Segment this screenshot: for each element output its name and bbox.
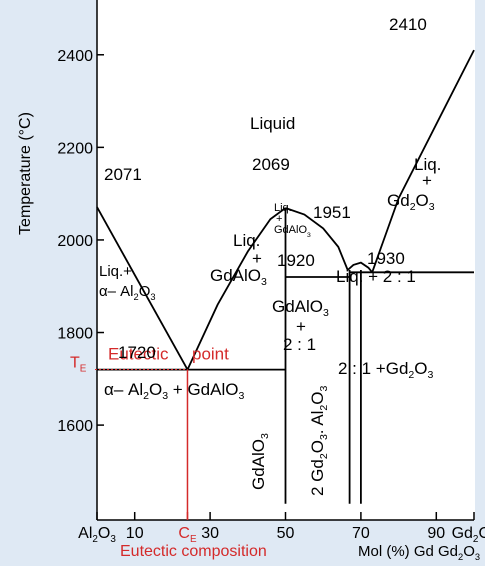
- curve-liquidus-gdalo3-right: [285, 207, 349, 271]
- region-gdalo3-21-plus: +: [296, 317, 306, 336]
- x-tick-label: 90: [427, 525, 445, 542]
- eutectic-composition-label: Eutectic composition: [120, 543, 267, 560]
- x-tick-label: 10: [126, 525, 144, 542]
- region-liq-gd2o3-plus: +: [422, 171, 432, 190]
- temp-1951: 1951: [313, 203, 351, 222]
- region-liq-gd2o3-3: Gd2O3: [387, 191, 435, 213]
- region-gdalo3-21-1: GdAlO3: [272, 297, 329, 319]
- y-tick-label: 2400: [57, 48, 93, 65]
- x-axis-label: Mol (%) Gd Gd2O3: [358, 543, 480, 562]
- temp-2071: 2071: [104, 165, 142, 184]
- curve-liquidus-21: [347, 261, 373, 273]
- region-gdalo3-21-3: 2 : 1: [283, 335, 316, 354]
- region-liq-21: Liq. + 2 : 1: [336, 267, 416, 286]
- y-tick-label: 2000: [57, 233, 93, 250]
- eutectic-label: Eutectic: [108, 345, 169, 364]
- labels: TE Eutectic point 2071 2069 1951 1930 1920 1720 2…: [70, 15, 441, 496]
- region-liq-gdalo3-left-3: GdAlO3: [210, 266, 267, 288]
- region-liq-gd2o3-1: Liq.: [414, 155, 441, 174]
- x-tick-label: Gd2O3: [452, 525, 485, 545]
- region-liq-gdalo3-left-plus: +: [252, 249, 262, 268]
- curve-liquidus-gd2o3: [371, 49, 475, 273]
- x-tick-label: CE: [178, 525, 197, 545]
- region-21-gd2o3: 2 : 1 +Gd2O3: [338, 359, 434, 381]
- eutectic-point-label: point: [192, 345, 229, 364]
- region-liquid: Liquid: [250, 114, 295, 133]
- region-gdalo3-compound: GdAlO3: [249, 433, 271, 490]
- temp-1920: 1920: [277, 251, 315, 270]
- x-tick-label: 70: [352, 525, 370, 542]
- x-tick-label: 50: [277, 525, 295, 542]
- temp-1930: 1930: [367, 249, 405, 268]
- y-tick-label: 2200: [57, 140, 93, 157]
- x-tick-label: 30: [201, 525, 219, 542]
- region-liq-gdalo3-left-1: Liq.: [233, 231, 260, 250]
- region-liq-al2o3-1: Liq.+: [99, 263, 132, 280]
- temp-2069: 2069: [252, 155, 290, 174]
- region-liq-gdalo3-right-plus: +: [276, 213, 282, 225]
- temp-1720: 1720: [118, 343, 156, 362]
- axes: 1600 1800 2000 2200 2400 Temperature (°C) Al2O…: [17, 0, 485, 562]
- x-tick-label: Al2O3: [78, 525, 116, 545]
- region-2gd2o3-al2o3: 2 Gd2O3. Al2O3: [308, 385, 330, 496]
- region-alpha-gdalo3: α– Al2O3 + GdAlO3: [104, 380, 244, 402]
- curves: [95, 49, 475, 520]
- region-liq-gdalo3-right-1: Liq.: [274, 202, 292, 214]
- curve-liquidus-al2o3: [96, 206, 189, 371]
- curve-liquidus-gdalo3-left: [186, 207, 287, 370]
- y-tick-label: 1800: [57, 326, 93, 343]
- y-axis-label: Temperature (°C): [17, 112, 34, 235]
- y-tick-label: 1600: [57, 418, 93, 435]
- temp-2410: 2410: [389, 15, 427, 34]
- eutectic-temperature-label: TE: [70, 355, 87, 375]
- region-liq-al2o3-2: α– Al2O3: [99, 283, 156, 302]
- region-liq-gdalo3-right-3: GdAlO3: [274, 224, 311, 239]
